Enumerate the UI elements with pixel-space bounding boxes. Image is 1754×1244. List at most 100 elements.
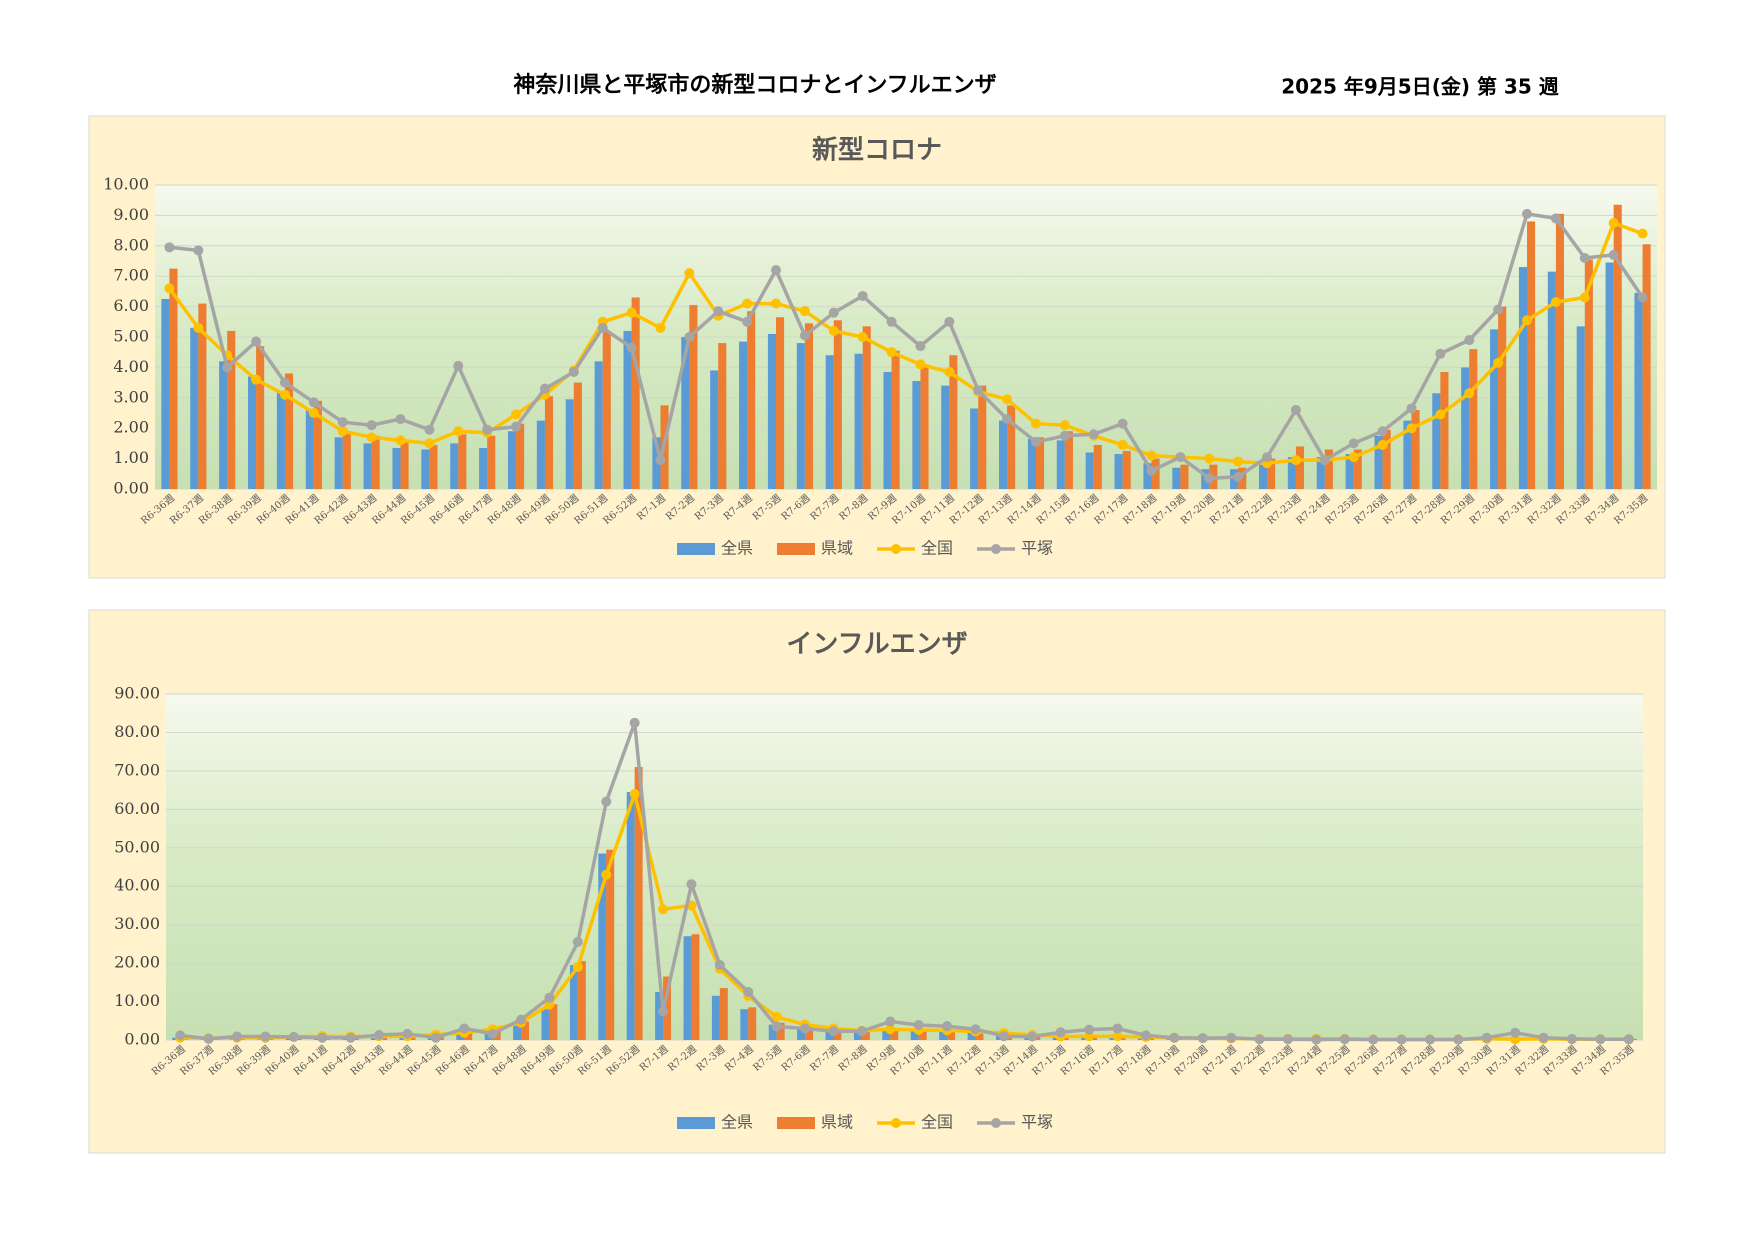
line-marker xyxy=(828,1026,838,1036)
line-marker xyxy=(598,323,608,333)
line-marker xyxy=(1595,1034,1605,1044)
bar xyxy=(1461,367,1469,489)
legend-swatch xyxy=(677,1117,715,1129)
line-marker xyxy=(887,317,897,327)
bar xyxy=(169,269,177,489)
line-marker xyxy=(684,332,694,342)
line-marker xyxy=(1609,218,1619,228)
line-marker xyxy=(1349,452,1359,462)
line-marker xyxy=(1368,1035,1378,1045)
legend-swatch xyxy=(777,1117,815,1129)
line-marker xyxy=(858,332,868,342)
line-marker xyxy=(915,359,925,369)
bar xyxy=(516,424,524,489)
bar xyxy=(421,449,429,489)
bar xyxy=(1123,451,1131,489)
line-marker xyxy=(431,1033,441,1043)
y-tick-label: 3.00 xyxy=(113,387,149,406)
legend-swatch xyxy=(777,543,815,555)
y-tick-label: 9.00 xyxy=(113,205,149,224)
line-marker xyxy=(1031,419,1041,429)
legend-swatch-marker xyxy=(891,544,901,554)
bar xyxy=(748,1007,756,1040)
bar xyxy=(978,386,986,489)
line-marker xyxy=(1198,1033,1208,1043)
legend-label: 平塚 xyxy=(1021,539,1053,558)
line-marker xyxy=(1147,451,1157,461)
line-marker xyxy=(1233,472,1243,482)
line-marker xyxy=(1453,1035,1463,1045)
line-marker xyxy=(338,426,348,436)
line-marker xyxy=(684,268,694,278)
line-marker xyxy=(1609,250,1619,260)
line-marker xyxy=(251,337,261,347)
line-marker xyxy=(1027,1032,1037,1042)
bar xyxy=(718,343,726,489)
line-marker xyxy=(1060,431,1070,441)
line-marker xyxy=(971,1024,981,1034)
bar xyxy=(776,317,784,489)
line-marker xyxy=(857,1026,867,1036)
bar xyxy=(1180,465,1188,489)
line-marker xyxy=(1551,297,1561,307)
line-marker xyxy=(1084,1025,1094,1035)
bar xyxy=(747,311,755,489)
bar xyxy=(1440,372,1448,489)
legend-label: 全県 xyxy=(721,539,753,558)
line-marker xyxy=(858,291,868,301)
line-marker xyxy=(232,1032,242,1042)
line-marker xyxy=(1378,440,1388,450)
y-tick-label: 6.00 xyxy=(113,296,149,315)
line-marker xyxy=(627,308,637,318)
bar xyxy=(855,354,863,489)
line-marker xyxy=(999,1031,1009,1041)
line-marker xyxy=(658,1006,668,1016)
line-marker xyxy=(771,299,781,309)
y-tick-label: 10.00 xyxy=(114,991,160,1010)
line-marker xyxy=(453,426,463,436)
line-marker xyxy=(346,1033,356,1043)
bar xyxy=(739,342,747,489)
line-marker xyxy=(1406,403,1416,413)
line-marker xyxy=(175,1030,185,1040)
line-marker xyxy=(396,414,406,424)
line-marker xyxy=(511,410,521,420)
bar xyxy=(691,934,699,1040)
bar xyxy=(537,421,545,489)
line-marker xyxy=(829,308,839,318)
bar xyxy=(797,343,805,489)
bar xyxy=(335,437,343,489)
line-marker xyxy=(1118,440,1128,450)
line-marker xyxy=(627,343,637,353)
line-marker xyxy=(1283,1034,1293,1044)
line-marker xyxy=(1320,455,1330,465)
line-marker xyxy=(1204,454,1214,464)
line-marker xyxy=(164,242,174,252)
bar xyxy=(684,936,692,1040)
line-marker xyxy=(1378,426,1388,436)
line-marker xyxy=(1147,466,1157,476)
line-marker xyxy=(942,1021,952,1031)
bar xyxy=(1519,267,1527,489)
line-marker xyxy=(193,245,203,255)
bar xyxy=(256,346,264,489)
bar xyxy=(826,355,834,489)
line-marker xyxy=(772,1022,782,1032)
y-tick-label: 8.00 xyxy=(113,235,149,254)
line-marker xyxy=(317,1033,327,1043)
line-marker xyxy=(715,960,725,970)
bar xyxy=(999,421,1007,489)
line-marker xyxy=(800,330,810,340)
y-tick-label: 80.00 xyxy=(114,722,160,741)
bar xyxy=(574,383,582,489)
bar xyxy=(372,436,380,489)
chart-title: 新型コロナ xyxy=(812,135,942,166)
line-marker xyxy=(1255,1034,1265,1044)
bar xyxy=(549,1004,557,1040)
bar xyxy=(541,1009,549,1040)
line-marker xyxy=(800,306,810,316)
line-marker xyxy=(367,420,377,430)
line-marker xyxy=(396,435,406,445)
line-marker xyxy=(1580,292,1590,302)
line-marker xyxy=(944,317,954,327)
